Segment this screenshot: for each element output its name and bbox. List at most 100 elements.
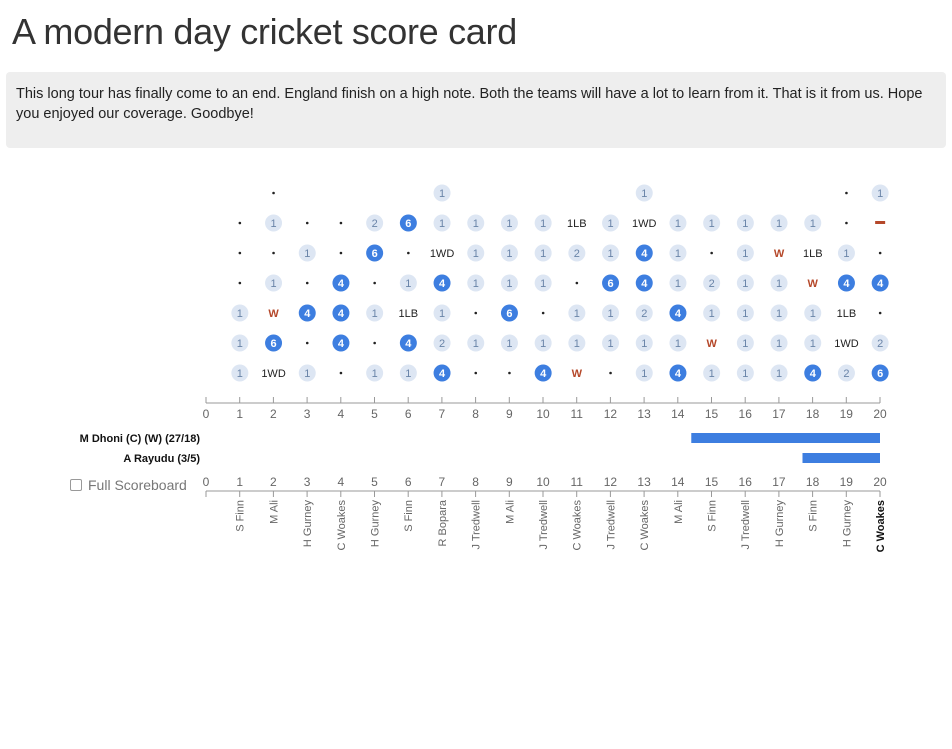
run-label: 1 bbox=[237, 338, 243, 350]
run-bubble bbox=[669, 334, 687, 352]
run-label: 2 bbox=[709, 278, 715, 290]
run-bubble bbox=[568, 244, 586, 262]
run-label: 1 bbox=[372, 308, 378, 320]
boundary-bubble bbox=[399, 214, 417, 232]
run-label: 2 bbox=[574, 248, 580, 260]
bowler-labels: S Finn M Ali H Gurney C Woakes H Gurney S Fin… bbox=[235, 499, 887, 552]
run-bubble bbox=[467, 214, 485, 232]
boundary-label: 4 bbox=[540, 368, 547, 380]
boundary-bubble bbox=[366, 244, 384, 262]
dot-ball bbox=[238, 251, 242, 255]
batting-partnership-bars: M Dhoni (C) (W) (27/18) A Rayudu (3/5) bbox=[80, 433, 880, 465]
run-bubble bbox=[871, 334, 889, 352]
boundary-label: 4 bbox=[338, 278, 345, 290]
run-label: 1 bbox=[607, 338, 613, 350]
tick-label: 11 bbox=[570, 407, 583, 421]
wicket-label: W bbox=[774, 248, 785, 260]
tick-label: 2 bbox=[270, 407, 277, 421]
run-label: 1 bbox=[506, 218, 512, 230]
run-bubble bbox=[265, 274, 283, 292]
dot-ball bbox=[878, 251, 882, 255]
run-label: 1 bbox=[709, 308, 715, 320]
tick-label: 16 bbox=[739, 475, 753, 489]
run-label: 1 bbox=[776, 308, 782, 320]
run-label: 1 bbox=[237, 308, 243, 320]
run-label: 1 bbox=[607, 248, 613, 260]
boundary-bubble bbox=[265, 334, 283, 352]
run-bubble bbox=[703, 274, 721, 292]
dot-ball bbox=[575, 281, 579, 285]
full-scoreboard-label: Full Scoreboard bbox=[88, 477, 187, 493]
bowler-label: S Finn bbox=[403, 500, 415, 532]
run-label: 1 bbox=[776, 218, 782, 230]
tick-label: 18 bbox=[806, 475, 820, 489]
run-bubble bbox=[433, 304, 451, 322]
boundary-label: 4 bbox=[810, 368, 817, 380]
run-bubble bbox=[804, 334, 822, 352]
dot-ball bbox=[710, 251, 713, 255]
bowler-label: H Gurney bbox=[841, 500, 853, 548]
tick-label: 18 bbox=[806, 407, 820, 421]
run-bubble bbox=[231, 304, 249, 322]
run-bubble bbox=[602, 244, 620, 262]
bowler-label: S Finn bbox=[707, 500, 719, 532]
run-bubble bbox=[366, 364, 384, 382]
bowler-label: C Woakes bbox=[572, 500, 584, 551]
full-scoreboard-checkbox[interactable] bbox=[70, 479, 82, 491]
boundary-bubble bbox=[602, 274, 620, 292]
extra-label: 1LB bbox=[399, 308, 419, 320]
boundary-bubble bbox=[399, 334, 417, 352]
run-label: 1 bbox=[675, 218, 681, 230]
run-bubble bbox=[467, 334, 485, 352]
run-bubble bbox=[837, 244, 855, 262]
dot-ball bbox=[474, 311, 478, 315]
run-label: 1 bbox=[506, 278, 512, 290]
tick-label: 5 bbox=[371, 475, 378, 489]
tick-label: 17 bbox=[772, 475, 786, 489]
run-label: 1 bbox=[270, 218, 276, 230]
full-scoreboard-toggle[interactable]: Full Scoreboard bbox=[70, 477, 187, 493]
dot-ball bbox=[305, 341, 309, 345]
bowler-label: M Ali bbox=[673, 500, 685, 524]
run-bubble bbox=[871, 184, 889, 202]
run-bubble bbox=[534, 274, 552, 292]
extra-label: 1WD bbox=[261, 368, 286, 380]
boundary-label: 4 bbox=[338, 338, 345, 350]
run-bubble bbox=[770, 214, 788, 232]
run-label: 1 bbox=[776, 278, 782, 290]
tick-label: 20 bbox=[873, 407, 887, 421]
boundary-label: 4 bbox=[439, 278, 446, 290]
tick-label: 12 bbox=[604, 407, 618, 421]
run-bubble bbox=[770, 334, 788, 352]
run-bubble bbox=[736, 244, 754, 262]
run-bubble bbox=[669, 214, 687, 232]
run-bubble bbox=[804, 304, 822, 322]
bowler-label: H Gurney bbox=[302, 500, 314, 548]
boundary-label: 4 bbox=[405, 338, 412, 350]
run-label: 1 bbox=[675, 248, 681, 260]
run-bubble bbox=[500, 244, 518, 262]
run-bubble bbox=[366, 304, 384, 322]
run-bubble bbox=[231, 334, 249, 352]
tick-label: 10 bbox=[536, 407, 550, 421]
run-label: 1 bbox=[843, 248, 849, 260]
run-bubble bbox=[703, 364, 721, 382]
run-label: 1 bbox=[540, 278, 546, 290]
dot-ball bbox=[609, 371, 612, 375]
run-bubble bbox=[500, 214, 518, 232]
run-label: 1 bbox=[439, 188, 445, 200]
dot-ball bbox=[339, 371, 343, 375]
run-bubble bbox=[635, 364, 653, 382]
bowler-label: C Woakes bbox=[875, 500, 887, 552]
overs-axis-top: 0 1 2 3 4 5 6 7 8 9 10 11 12 13 14 15 16 17 18 19 20 bbox=[203, 397, 887, 421]
batsman-label: A Rayudu (3/5) bbox=[123, 453, 200, 465]
tick-label: 12 bbox=[604, 475, 618, 489]
run-bubble bbox=[703, 214, 721, 232]
run-bubble bbox=[265, 214, 283, 232]
run-bubble bbox=[399, 364, 417, 382]
bowler-label: S Finn bbox=[235, 500, 247, 532]
run-bubble bbox=[399, 274, 417, 292]
bowler-label: M Ali bbox=[268, 500, 280, 524]
extra-label: 1WD bbox=[834, 338, 859, 350]
tick-label: 9 bbox=[506, 475, 513, 489]
